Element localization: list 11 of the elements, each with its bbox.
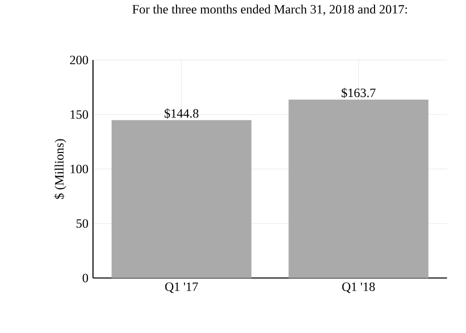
y-tick-label: 150 <box>70 110 88 119</box>
x-tick-label: Q1 '18 <box>342 282 375 293</box>
data-label: $163.7 <box>342 88 376 98</box>
y-tick-label: 100 <box>70 164 88 174</box>
y-tick-label: 0 <box>82 274 88 282</box>
y-tick-label: 50 <box>76 219 88 228</box>
y-tick-label: 200 <box>70 56 88 64</box>
data-label: $144.8 <box>164 108 198 119</box>
y-axis-title: $ (Millions) <box>54 139 66 199</box>
x-tick-label: Q1 '17 <box>165 282 198 293</box>
chart-title: For the three months ended March 31, 2018 and 2017: <box>132 4 407 16</box>
